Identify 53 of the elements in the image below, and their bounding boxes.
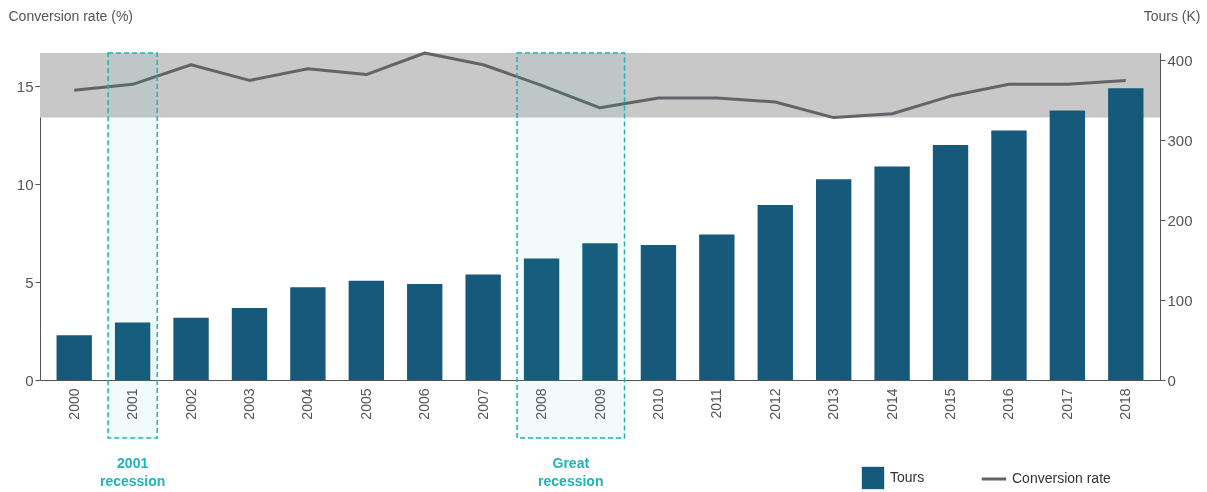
- bar: [290, 287, 326, 380]
- x-tick-label: 2001: [124, 388, 141, 420]
- x-tick-label: 2016: [1000, 388, 1017, 420]
- bar: [582, 243, 618, 380]
- y-tick-label: 5: [25, 273, 34, 291]
- y2-axis-title: Tours (K): [1143, 7, 1201, 24]
- y-tick-label: 15: [16, 77, 34, 95]
- x-tick-label: 2008: [533, 388, 550, 420]
- x-tick-label: 2012: [766, 388, 783, 420]
- bar: [699, 234, 735, 380]
- x-tick-label: 2002: [182, 388, 199, 420]
- x-tick-label: 2003: [240, 388, 257, 420]
- bar: [874, 166, 910, 380]
- bar: [231, 308, 268, 380]
- x-tick-label: 2011: [708, 388, 725, 419]
- y2-tick-label: 0: [1167, 371, 1176, 389]
- x-tick-label: 2004: [299, 388, 316, 420]
- bar: [56, 335, 92, 380]
- bar: [1049, 110, 1086, 380]
- y2-tick-label: 100: [1167, 291, 1193, 309]
- bar: [640, 244, 677, 380]
- x-tick-label: 2015: [942, 388, 959, 420]
- bar: [932, 144, 969, 380]
- bar: [114, 322, 151, 380]
- x-tick-label: 2013: [825, 388, 842, 420]
- legend-label: Tours: [890, 469, 925, 485]
- y2-tick-label: 300: [1167, 131, 1193, 149]
- y-tick-label: 0: [25, 371, 34, 389]
- y2-tick-label: 200: [1167, 211, 1193, 229]
- bar: [348, 280, 384, 380]
- x-tick-label: 2014: [883, 388, 900, 420]
- y2-tick-label: 400: [1167, 51, 1193, 69]
- bar: [465, 274, 501, 380]
- band-label: Great recession: [538, 455, 604, 489]
- band-label: 2001 recession: [99, 455, 166, 489]
- x-tick-label: 2000: [65, 388, 82, 420]
- bar: [523, 258, 560, 380]
- bar: [173, 317, 209, 380]
- x-tick-label: 2005: [357, 388, 374, 420]
- x-tick-label: 2009: [591, 388, 608, 420]
- bar: [407, 284, 443, 380]
- bar: [816, 179, 852, 380]
- x-tick-label: 2007: [474, 388, 491, 420]
- x-tick-label: 2006: [416, 388, 433, 420]
- bar: [1108, 88, 1144, 380]
- y-axis-title: Conversion rate (%): [8, 7, 133, 24]
- y-tick-label: 10: [16, 175, 34, 193]
- bar: [757, 204, 793, 380]
- x-tick-label: 2010: [649, 388, 666, 420]
- legend-label: Conversion rate: [1012, 470, 1112, 486]
- bar: [991, 130, 1027, 380]
- x-tick-label: 2017: [1058, 388, 1075, 420]
- x-tick-label: 2018: [1117, 388, 1134, 420]
